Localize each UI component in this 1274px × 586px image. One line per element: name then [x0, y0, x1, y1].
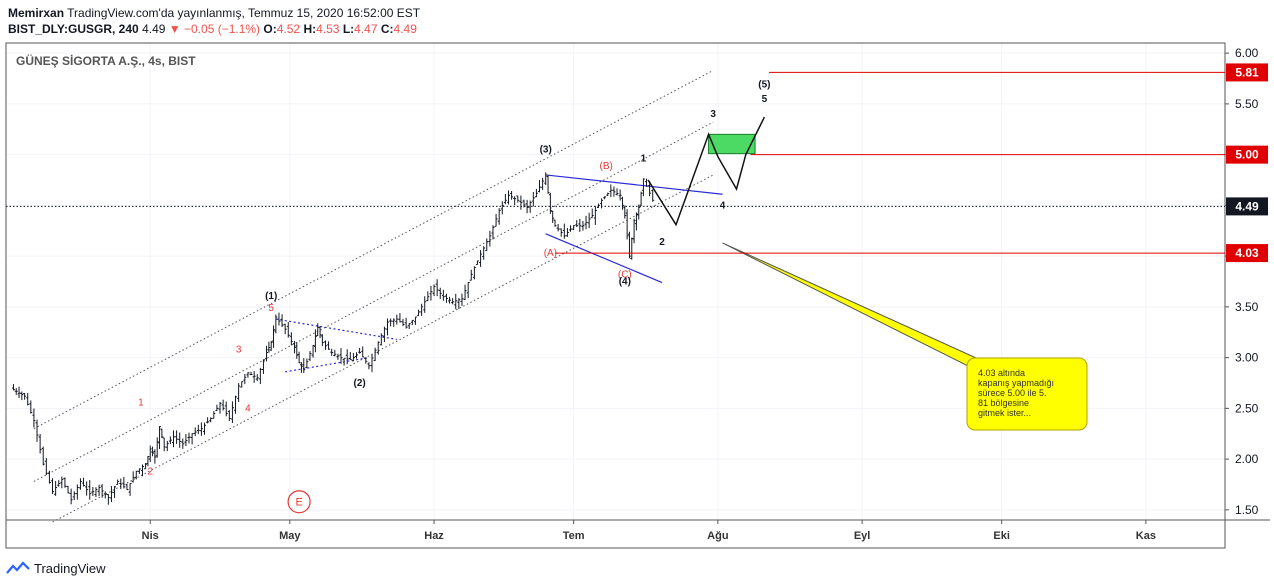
- callout-text-line: gitmek ister...: [978, 408, 1031, 418]
- open-value: 4.52: [276, 22, 301, 36]
- wave-label: (C): [618, 269, 632, 280]
- x-tick-label: Tem: [563, 530, 585, 542]
- y-tick-label: 2.00: [1235, 452, 1259, 466]
- grid: [6, 43, 1225, 520]
- close-value: 4.49: [393, 22, 417, 36]
- wave-label: 5: [762, 94, 768, 105]
- plot-frame: [5, 42, 1226, 549]
- callout-pointer: [722, 242, 986, 373]
- channel-lower-line: [52, 174, 714, 523]
- triangle-upper-line: [275, 318, 397, 340]
- footer-brand[interactable]: TradingView: [6, 558, 106, 578]
- close-label: C:: [380, 22, 394, 36]
- y-tick-label: 3.50: [1235, 300, 1259, 314]
- chart-header-line-1: Memirxan TradingView.com'da yayınlanmış,…: [8, 6, 420, 20]
- price-level-tag-label: 4.03: [1235, 246, 1259, 260]
- wave-label: (3): [540, 145, 552, 156]
- high-value: 4.53: [316, 22, 340, 36]
- candles: [11, 172, 655, 505]
- wave-label: 1: [641, 154, 647, 165]
- author-name[interactable]: Memirxan: [8, 6, 65, 20]
- wave-label: (B): [600, 161, 613, 172]
- y-tick-label: 6.00: [1235, 46, 1259, 60]
- wave-label: 4: [720, 200, 726, 211]
- last-price-tag-label: 4.49: [1235, 199, 1259, 213]
- event-marker-circle: [287, 490, 311, 514]
- wedge-lower-line: [545, 233, 663, 284]
- price-level-tag: [1226, 63, 1268, 82]
- callout-text-line: 81 bölgesine: [978, 398, 1029, 408]
- chart-header-line-2: BIST_DLY:GUSGR, 240 4.49 ▼ −0.05 (−1.1%)…: [8, 22, 417, 36]
- wave-label: 2: [147, 466, 153, 477]
- price-level-tag: [1226, 244, 1268, 263]
- low-label: L:: [342, 22, 355, 36]
- tradingview-logo-icon: [6, 561, 30, 574]
- y-tick-label: 5.50: [1235, 97, 1259, 111]
- x-tick-label: May: [279, 530, 301, 542]
- open-label: O:: [263, 22, 277, 36]
- last-price: 4.49: [142, 22, 166, 36]
- wave-label: 3: [710, 109, 716, 120]
- callout-text-line: sürece 5.00 ile 5.: [978, 388, 1047, 398]
- wave-label: 5: [268, 303, 274, 314]
- callout-text-line: 4.03 altında: [978, 368, 1025, 378]
- target-zone-box: [708, 133, 756, 155]
- axes: 1.502.002.503.003.504.004.505.005.506.00…: [5, 42, 1270, 549]
- down-arrow-icon: ▼: [168, 22, 181, 36]
- wave-label: (2): [353, 378, 365, 389]
- wave-label: 4: [245, 403, 251, 414]
- wave-label: (1): [265, 291, 277, 302]
- event-marker-label: E: [295, 497, 302, 509]
- low-value: 4.47: [354, 22, 378, 36]
- price-level-tag-label: 5.81: [1235, 65, 1259, 79]
- x-tick-label: Nis: [142, 530, 159, 542]
- y-tick-label: 1.50: [1235, 503, 1259, 517]
- callout-text-line: kapanış yapmadığı: [978, 378, 1054, 388]
- elliott-projection-path: [647, 116, 766, 227]
- chart-legend-title: GÜNEŞ SİGORTA A.Ş., 4s, BIST: [16, 53, 196, 68]
- wave-label: (5): [758, 80, 770, 91]
- x-tick-label: Kas: [1136, 530, 1156, 542]
- triangle-lower-line: [285, 357, 370, 373]
- high-label: H:: [303, 22, 317, 36]
- footer-brand-label: TradingView: [34, 560, 106, 576]
- wave-label: (4): [619, 277, 631, 288]
- published-text: TradingView.com'da yayınlanmış, Temmuz 1…: [67, 6, 421, 20]
- wedge-upper-line: [545, 174, 723, 195]
- symbol-label: BIST_DLY:GUSGR, 240: [8, 22, 139, 36]
- wave-label: 2: [659, 237, 665, 248]
- y-tick-label: 3.00: [1235, 351, 1259, 365]
- price-change: −0.05 (−1.1%): [184, 22, 261, 36]
- price-level-tag-label: 5.00: [1235, 148, 1259, 162]
- x-tick-label: Haz: [424, 530, 444, 542]
- wave-label: (A): [544, 248, 557, 259]
- price-levels: 5.81 5.00 4.03 4.49: [6, 63, 1268, 263]
- x-tick-label: Eki: [993, 530, 1010, 542]
- x-tick-label: Eyl: [854, 530, 871, 542]
- last-price-tag: [1226, 197, 1268, 216]
- callout-box: [966, 357, 1088, 431]
- wave-label: 3: [236, 345, 242, 356]
- channel-upper-line: [33, 69, 714, 430]
- wave-label: 1: [138, 397, 144, 408]
- channel-middle-line: [33, 121, 714, 482]
- x-tick-label: Ağu: [707, 530, 728, 542]
- y-tick-label: 2.50: [1235, 401, 1259, 415]
- price-level-tag: [1226, 145, 1268, 164]
